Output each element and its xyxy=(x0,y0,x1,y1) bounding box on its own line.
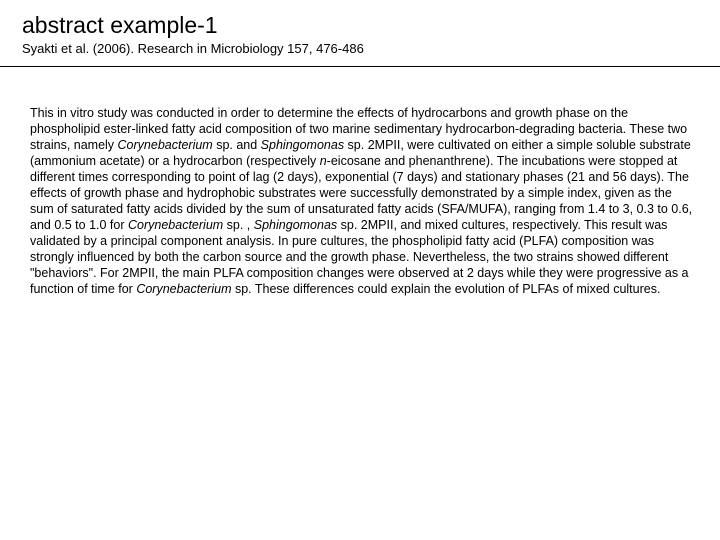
abstract-text: sp. and xyxy=(213,138,261,152)
species-name: Corynebacterium xyxy=(118,138,213,152)
chemical-prefix: n xyxy=(320,154,327,168)
slide-header: abstract example-1 Syakti et al. (2006).… xyxy=(0,0,720,62)
species-name: Sphingomonas xyxy=(254,218,337,232)
abstract-text: sp. , xyxy=(223,218,254,232)
slide-subtitle: Syakti et al. (2006). Research in Microb… xyxy=(22,41,698,56)
slide-content: This in vitro study was conducted in ord… xyxy=(0,67,720,317)
species-name: Corynebacterium xyxy=(136,282,231,296)
abstract-text: sp. These differences could explain the … xyxy=(232,282,661,296)
slide-title: abstract example-1 xyxy=(22,12,698,39)
abstract-paragraph: This in vitro study was conducted in ord… xyxy=(30,105,694,297)
species-name: Sphingomonas xyxy=(261,138,344,152)
species-name: Corynebacterium xyxy=(128,218,223,232)
